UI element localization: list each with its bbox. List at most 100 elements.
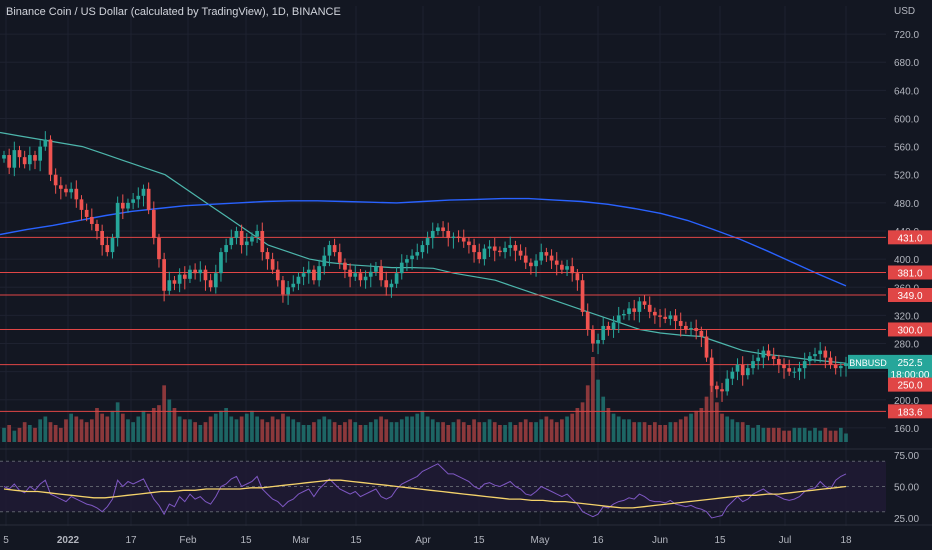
candle-body <box>596 340 600 344</box>
candle-body <box>518 250 523 256</box>
volume-bar <box>802 427 807 442</box>
volume-bar <box>627 419 631 442</box>
volume-bar <box>141 410 146 442</box>
y-tick-label: 480.0 <box>894 199 919 210</box>
volume-bar <box>539 419 544 442</box>
x-tick-label: Feb <box>179 535 197 546</box>
volume-bar <box>529 422 533 442</box>
volume-bar <box>69 413 74 442</box>
candle-body <box>389 283 394 288</box>
volume-bar <box>430 419 435 442</box>
volume-bar <box>797 427 802 442</box>
candle-body <box>425 238 430 246</box>
candle-body <box>368 271 373 277</box>
volume-bar <box>477 422 482 442</box>
volume-bar <box>554 422 559 442</box>
candle-body <box>172 280 177 284</box>
candle-body <box>291 283 296 288</box>
candle-body <box>632 308 637 312</box>
candle-body <box>534 260 538 267</box>
volume-bar <box>715 402 719 442</box>
candle-body <box>709 357 714 386</box>
volume-bar <box>616 416 621 442</box>
volume-bar <box>27 425 32 442</box>
candle-body <box>591 329 595 344</box>
candle-body <box>560 264 564 270</box>
candle-body <box>337 252 342 263</box>
candle-body <box>48 139 53 175</box>
candle-body <box>69 188 74 193</box>
candle-body <box>353 273 358 277</box>
candle-body <box>22 157 27 165</box>
volume-bar <box>560 419 564 442</box>
level-tag: 349.0 <box>897 291 922 302</box>
volume-bar <box>260 419 265 442</box>
candle-body <box>188 269 192 279</box>
candle-body <box>699 330 704 337</box>
candle-body <box>43 139 48 147</box>
volume-bar <box>642 422 647 442</box>
volume-bar <box>771 427 776 442</box>
candle-body <box>79 199 84 210</box>
volume-bar <box>575 408 580 442</box>
candle-body <box>136 195 141 200</box>
candle-body <box>182 274 187 279</box>
level-tag-bg <box>888 404 932 419</box>
rsi-tick-label: 75.00 <box>894 451 919 462</box>
candle-body <box>503 247 507 253</box>
candle-body <box>379 266 383 281</box>
y-tick-label: 560.0 <box>894 143 919 154</box>
volume-bar <box>699 408 704 442</box>
candle-body <box>224 245 228 253</box>
volume-bar <box>270 416 275 442</box>
x-tick-label: 2022 <box>57 535 80 546</box>
volume-bar <box>807 430 812 442</box>
x-tick-label: 15 <box>350 535 362 546</box>
rsi-lines <box>3 463 847 519</box>
volume-bar <box>622 419 626 442</box>
candle-body <box>689 328 693 330</box>
time-axis[interactable]: 5 2022 17 Feb 15 Mar 15 Apr 15 May 16 Jun 15 Jul 18 <box>3 535 852 546</box>
candle-body <box>33 155 37 161</box>
candle-body <box>451 236 456 239</box>
volume-bar <box>2 427 6 442</box>
volume-bar <box>146 413 151 442</box>
x-tick-label: 18 <box>840 535 852 546</box>
candle-body <box>322 255 327 267</box>
volume-bar <box>244 413 249 442</box>
volume-bar <box>441 422 445 442</box>
candle-body <box>332 245 337 253</box>
candle-body <box>146 188 151 210</box>
volume-bar <box>606 408 611 442</box>
candle-body <box>415 252 420 256</box>
candle-body <box>513 245 518 251</box>
volume-bar <box>17 427 22 442</box>
volume-bar <box>172 408 177 442</box>
candle-body <box>343 262 347 270</box>
level-tag-bg <box>888 377 932 392</box>
volume-bar <box>637 422 642 442</box>
candle-body <box>730 371 735 379</box>
candle-body <box>570 266 575 274</box>
candle-body <box>167 280 172 291</box>
rsi-line <box>3 463 847 519</box>
level-tag-bg <box>888 265 932 280</box>
volume-bar <box>275 419 280 442</box>
candle-body <box>410 255 414 260</box>
candle-body <box>53 174 58 186</box>
candle-body <box>208 280 213 288</box>
volume-bar <box>343 422 347 442</box>
level-tag-bg <box>888 322 932 337</box>
volume-bar <box>64 419 68 442</box>
candle-body <box>84 209 89 217</box>
volume-bar <box>591 357 595 442</box>
volume-bar <box>689 413 693 442</box>
candle-body <box>162 259 166 291</box>
candle-body <box>508 245 513 248</box>
candle-body <box>828 357 833 365</box>
candle-body <box>673 315 678 322</box>
candle-body <box>405 259 409 263</box>
candle-body <box>348 269 352 277</box>
candle-body <box>554 260 559 265</box>
